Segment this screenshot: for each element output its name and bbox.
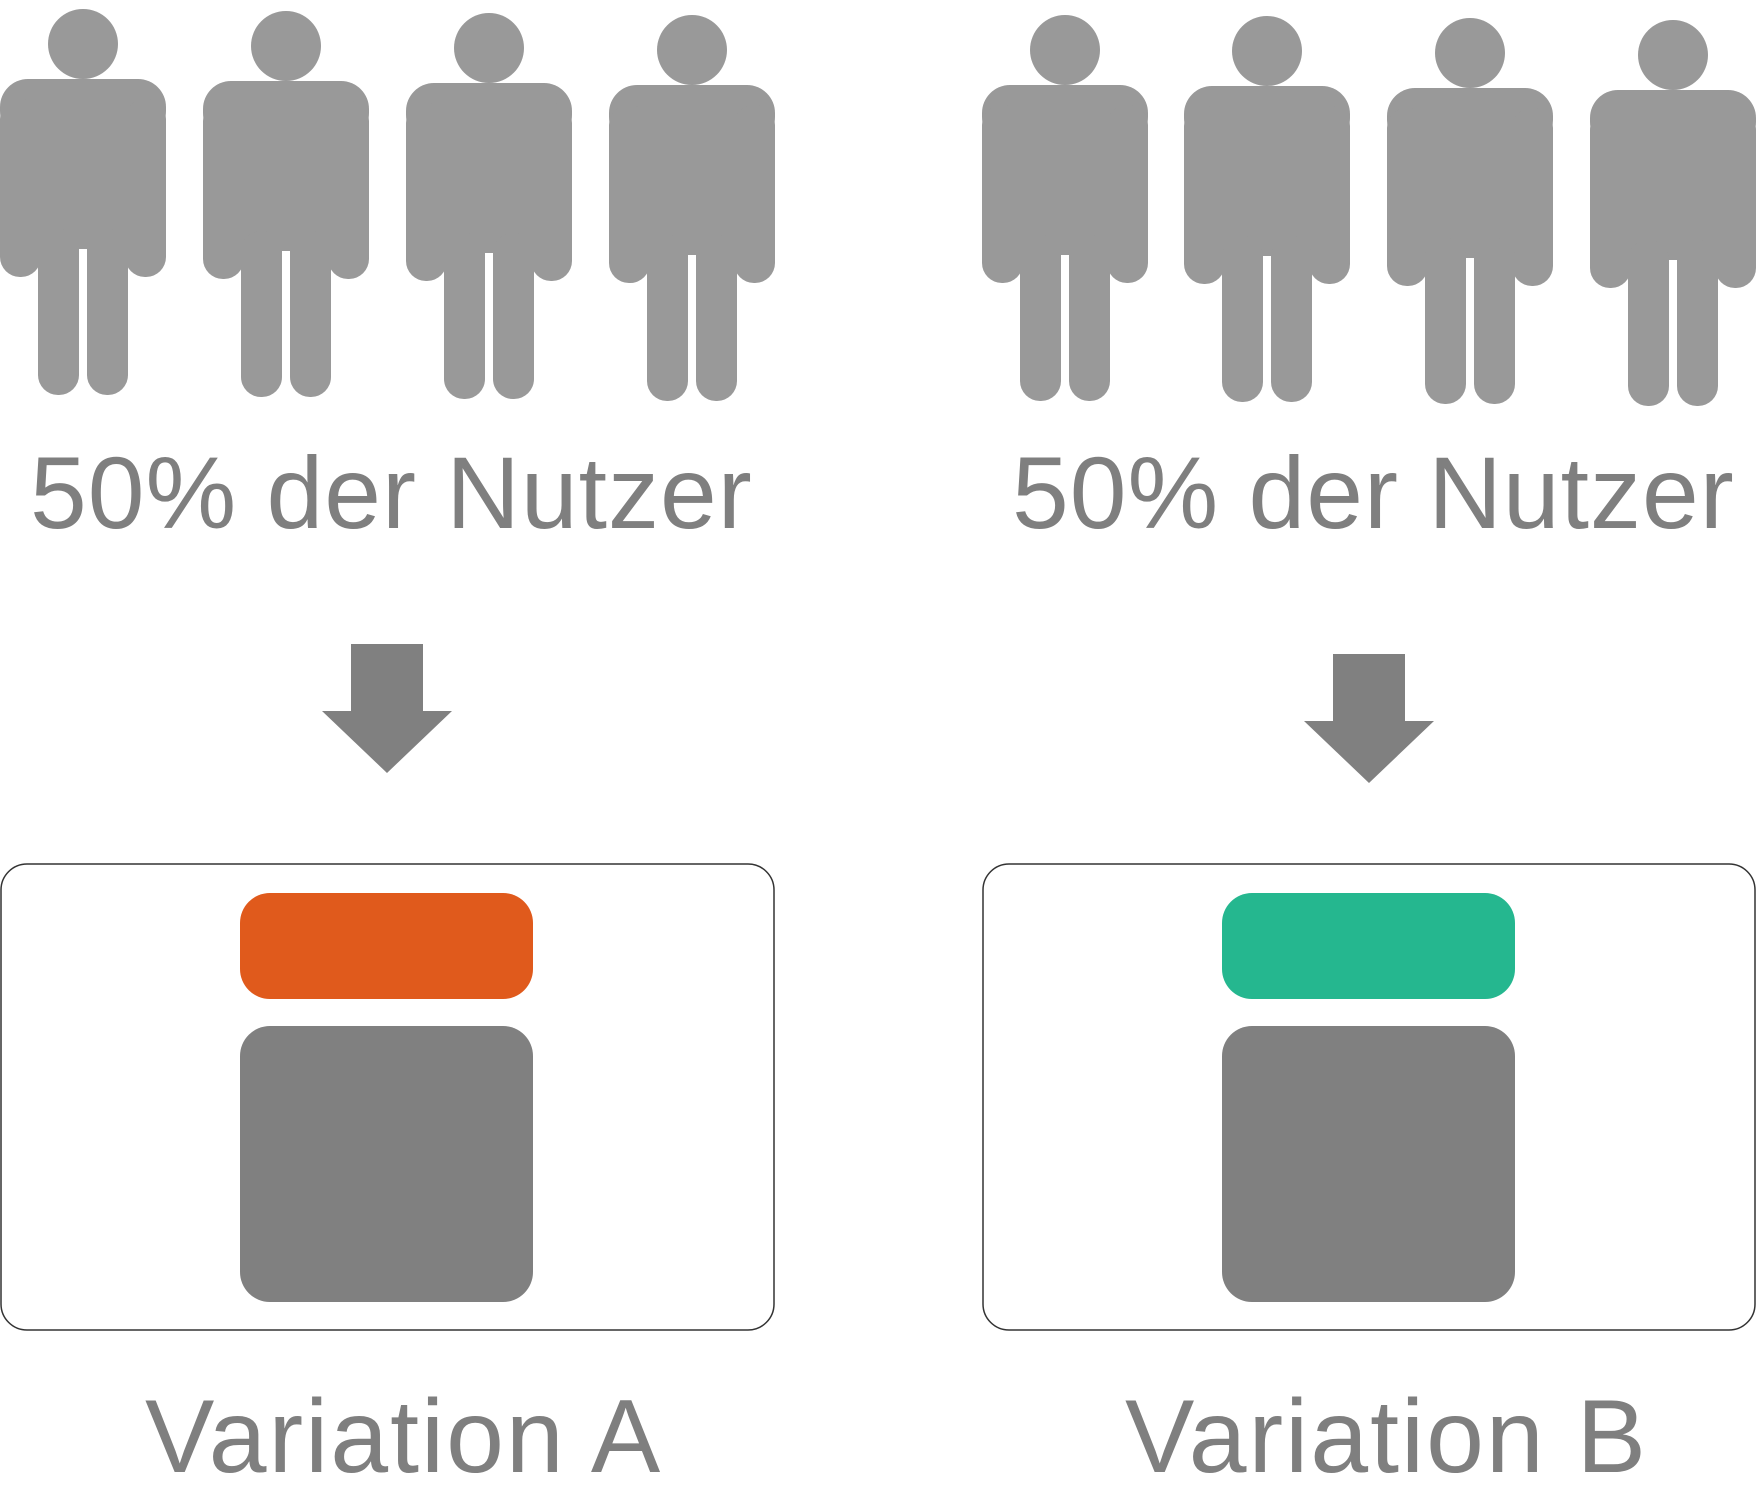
person-icon: [1184, 16, 1350, 402]
person-icon: [982, 15, 1148, 401]
person-icon: [1387, 18, 1553, 404]
content-block-b: [1222, 1026, 1515, 1302]
arrow-down-icon: [322, 644, 452, 773]
banner-a: [240, 893, 533, 999]
group-a: [0, 9, 775, 1331]
content-block-a: [240, 1026, 533, 1302]
variation-label-a: Variation A: [145, 1379, 663, 1495]
arrow-down-icon: [1304, 654, 1434, 783]
person-icon: [1590, 20, 1756, 406]
variation-label-b: Variation B: [1125, 1379, 1649, 1495]
person-icon: [609, 15, 775, 401]
person-icon: [203, 11, 369, 397]
people-group-b: [982, 15, 1756, 406]
people-group-a: [0, 9, 775, 401]
person-icon: [0, 9, 166, 395]
group-b: [982, 15, 1756, 1331]
banner-b: [1222, 893, 1515, 999]
mockup-a: [0, 863, 775, 1331]
users-label-a: 50% der Nutzer: [30, 436, 753, 550]
mockup-b: [982, 863, 1756, 1331]
users-label-b: 50% der Nutzer: [1012, 436, 1735, 550]
person-icon: [406, 13, 572, 399]
